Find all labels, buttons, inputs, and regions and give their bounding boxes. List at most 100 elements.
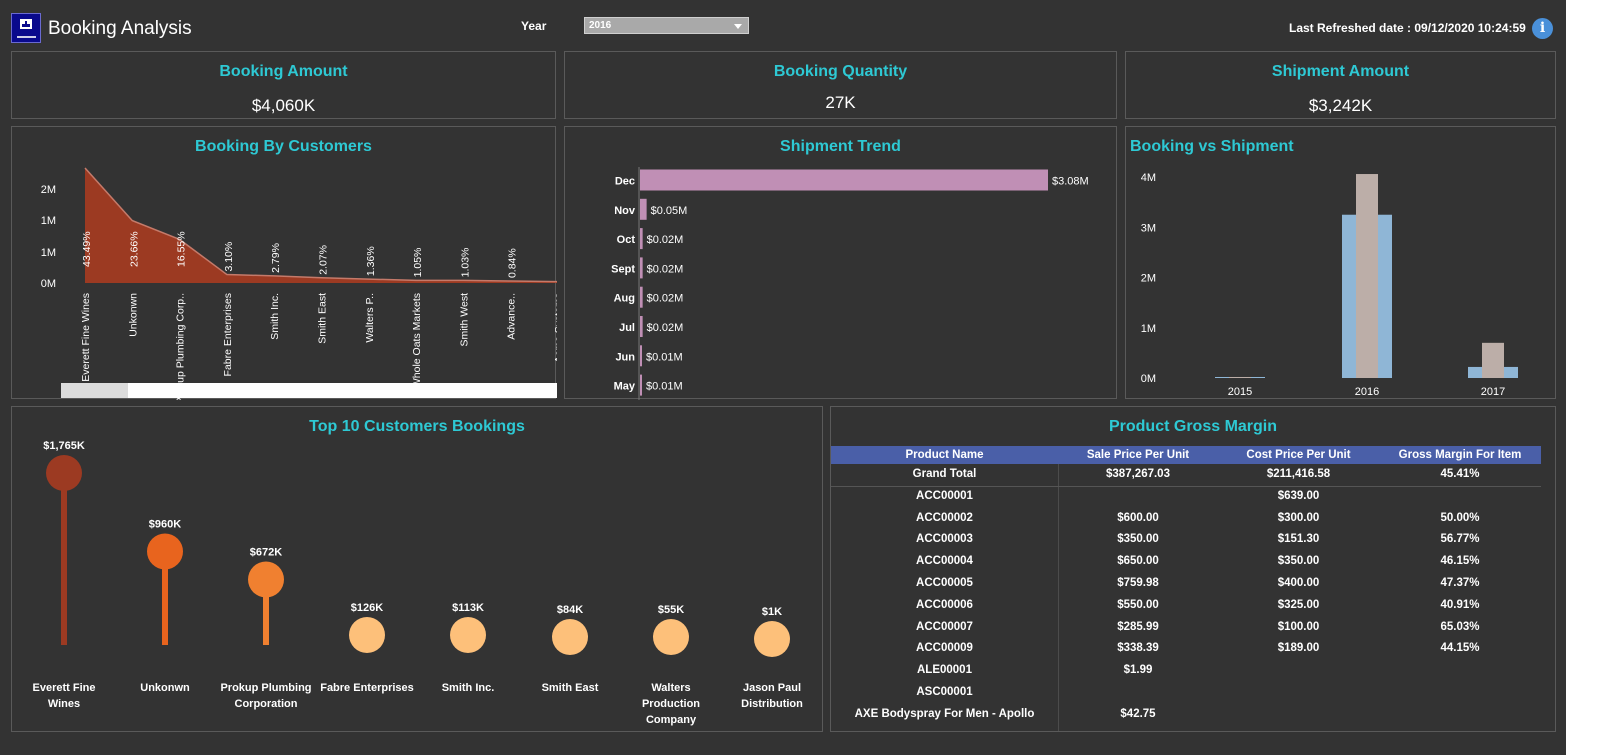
scrollbar-thumb[interactable] (61, 383, 128, 398)
table-row[interactable]: ACC00007 $285.99 $100.00 65.03% (831, 617, 1541, 639)
percent-data-label: 3.10% (223, 242, 235, 272)
kpi-value: $3,242K (1308, 96, 1373, 115)
table-cell: $650.00 (1117, 555, 1159, 568)
value-label: $1,765K (43, 440, 85, 452)
month-label: Dec (615, 176, 635, 188)
lollipop-marker (450, 617, 486, 653)
table-cell: ACC00003 (916, 533, 973, 546)
table-cell: $759.98 (1117, 576, 1159, 589)
shipment-bar (640, 228, 643, 250)
percent-data-label: 2.07% (318, 245, 330, 275)
table-cell: $100.00 (1277, 620, 1320, 633)
bar-value-label: $0.02M (647, 263, 684, 275)
table-cell: ACC00004 (916, 555, 973, 568)
table-row[interactable]: ACC00009 $338.39 $189.00 44.15% (831, 638, 1541, 660)
table-row[interactable]: ACC00002 $600.00 $300.00 50.00% (831, 508, 1541, 530)
table-header-row: Product Name Sale Price Per Unit Cost Pr… (831, 446, 1541, 464)
y-tick-label: 2M (41, 184, 56, 196)
kpi-shipment-amount: Shipment Amount $3,242K (1125, 51, 1556, 119)
table-cell: AXE Bodyspray For Men - Apollo (854, 707, 1035, 720)
table-row[interactable]: ACC00004 $650.00 $350.00 46.15% (831, 551, 1541, 573)
x-category-label: Whole Oats Markets (411, 293, 423, 388)
shipment-bar (640, 345, 642, 367)
month-label: Aug (614, 293, 635, 305)
table-row[interactable]: AXE Bodyspray For Men - Apollo $42.75 (831, 704, 1541, 726)
table-row[interactable]: ACC00003 $350.00 $151.30 56.77% (831, 529, 1541, 551)
kpi-label: Booking Amount (219, 63, 348, 80)
table-cell: 44.15% (1440, 642, 1480, 655)
chart-title: Booking vs Shipment (1130, 138, 1294, 155)
table-cell: ALE00001 (917, 664, 972, 677)
grand-total-divider (831, 486, 1541, 487)
grand-total-row[interactable]: Grand Total $387,267.03 $211,416.58 45.41% (831, 464, 1541, 486)
table-row[interactable]: ACC00005 $759.98 $400.00 47.37% (831, 573, 1541, 595)
bar-value-label: $3.08M (1052, 176, 1089, 188)
x-category-label: Smith Inc. (442, 682, 495, 694)
table-cell: ASC00001 (916, 685, 973, 698)
percent-data-label: 1.03% (459, 248, 471, 278)
x-category-label: Smith East (542, 682, 599, 694)
x-category-label: Acme Systems (553, 293, 557, 363)
chart-title: Shipment Trend (780, 138, 901, 155)
table-cell: $639.00 (1277, 489, 1320, 502)
x-category-label: Fabre Enterprises (222, 293, 234, 376)
booking-vs-shipment-panel: Booking vs Shipment 0M 1M 2M 3M 4M 2015 2016 20… (1125, 126, 1556, 399)
value-label: $126K (351, 602, 383, 614)
table-cell: 40.91% (1440, 598, 1480, 611)
kpi-booking-quantity: Booking Quantity 27K (564, 51, 1117, 119)
table-row[interactable]: ACC00006 $550.00 $325.00 40.91% (831, 595, 1541, 617)
value-label: $960K (149, 518, 181, 530)
table-cell: 46.15% (1440, 555, 1480, 568)
top10-customers-chart[interactable]: $1,765K $960K $672K $126K $113K $84K $55K $1K Ev… (12, 407, 824, 733)
table-row[interactable]: ACC00001 $639.00 (831, 486, 1541, 508)
month-label: Oct (617, 234, 636, 246)
year-dropdown[interactable]: 2016 (584, 17, 749, 34)
month-label: Nov (614, 205, 636, 217)
column-header[interactable]: Product Name (905, 449, 984, 461)
shipment-bar (640, 257, 643, 279)
table-cell: ACC00002 (916, 511, 973, 524)
table-cell: ACC00001 (916, 489, 973, 502)
horizontal-scrollbar[interactable] (61, 383, 557, 398)
table-cell: $151.30 (1277, 533, 1320, 546)
app-logo-icon (11, 13, 41, 43)
booking-vs-shipment-chart[interactable]: 0M 1M 2M 3M 4M 2015 2016 2017 (1126, 127, 1557, 400)
column-header[interactable]: Gross Margin For Item (1398, 449, 1522, 461)
table-cell: 56.77% (1440, 533, 1480, 546)
gross-margin-table: Product Name Sale Price Per Unit Cost Pr… (831, 446, 1541, 726)
booking-area-series (85, 168, 557, 283)
table-row[interactable]: ASC00001 (831, 682, 1541, 704)
lollipop-marker (552, 619, 588, 655)
bar-value-label: $0.02M (647, 234, 684, 246)
y-tick-label: 1M (1141, 323, 1156, 335)
shipment-trend-chart[interactable]: Dec $3.08M Nov $0.05M Oct $0.02M Sept $0.02M Aug… (565, 127, 1118, 400)
chart-title: Top 10 Customers Bookings (309, 418, 525, 435)
month-label: Jun (615, 351, 635, 363)
table-cell: ACC00009 (916, 642, 973, 655)
bar-value-label: $0.05M (651, 205, 688, 217)
column-header[interactable]: Cost Price Per Unit (1246, 449, 1351, 461)
percent-data-label: 1.05% (412, 248, 424, 278)
year-filter-label: Year (521, 19, 547, 33)
column-header[interactable]: Sale Price Per Unit (1086, 449, 1190, 461)
month-label: Sept (611, 263, 635, 275)
percent-data-label: 43.49% (81, 231, 93, 267)
x-category-label: Fabre Enterprises (320, 682, 414, 694)
table-cell: 50.00% (1440, 511, 1480, 524)
table-cell: 47.37% (1440, 576, 1480, 589)
x-category-label: Prokup Plumbing Corporation (220, 682, 311, 710)
shipment-bar (640, 374, 642, 396)
table-cell: ACC00006 (916, 598, 973, 611)
table-cell: $387,267.03 (1106, 468, 1170, 480)
table-cell: $1.99 (1123, 664, 1153, 677)
bar-value-label: $0.02M (647, 293, 684, 305)
table-cell: ACC00005 (916, 576, 973, 589)
table-row[interactable]: ALE00001 $1.99 (831, 660, 1541, 682)
table-cell: $285.99 (1117, 620, 1159, 633)
info-icon[interactable]: i (1532, 18, 1553, 39)
table-cell: $211,416.58 (1266, 468, 1331, 480)
month-label: Jul (619, 322, 635, 334)
x-category-label: Unkonwn (140, 682, 190, 694)
table-cell: $325.00 (1277, 598, 1320, 611)
booking-by-customers-chart[interactable]: 0M 1M 1M 2M 43.49% 23.66% 16.55% 3.10% 2.79% 2.07… (12, 127, 557, 400)
